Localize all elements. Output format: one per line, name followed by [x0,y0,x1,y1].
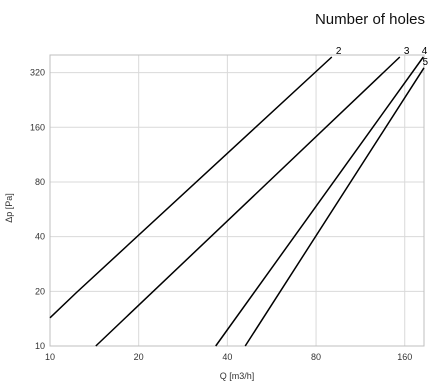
series-line-2 [49,56,333,319]
x-tick-label: 20 [134,352,144,362]
series-line-3 [95,56,401,347]
x-tick-label: 80 [311,352,321,362]
x-axis-label: Q [m3/h] [220,371,255,381]
legend-title: Number of holes [315,11,425,28]
x-tick-label: 40 [222,352,232,362]
y-tick-label: 160 [30,122,45,132]
series-label-3: 3 [404,46,410,57]
series-label-2: 2 [336,46,342,57]
series-lines [49,56,425,347]
series-line-5 [244,67,425,347]
series-label-5: 5 [422,57,428,68]
y-tick-label: 10 [35,341,45,351]
y-tick-label: 80 [35,177,45,187]
y-tick-label: 40 [35,232,45,242]
series-line-4 [215,56,424,347]
y-tick-label: 20 [35,286,45,296]
x-tick-label: 10 [45,352,55,362]
grid [50,55,424,346]
series-label-4: 4 [422,46,428,57]
plot-frame [49,54,425,347]
y-axis-label: Δp [Pa] [4,193,14,223]
y-tick-labels: 10 20 40 80 160 320 [30,68,45,351]
series-labels: 2 3 45 [336,46,429,68]
x-tick-label: 160 [397,352,412,362]
y-tick-label: 320 [30,68,45,78]
x-tick-labels: 10 20 40 80 160 [45,352,412,362]
